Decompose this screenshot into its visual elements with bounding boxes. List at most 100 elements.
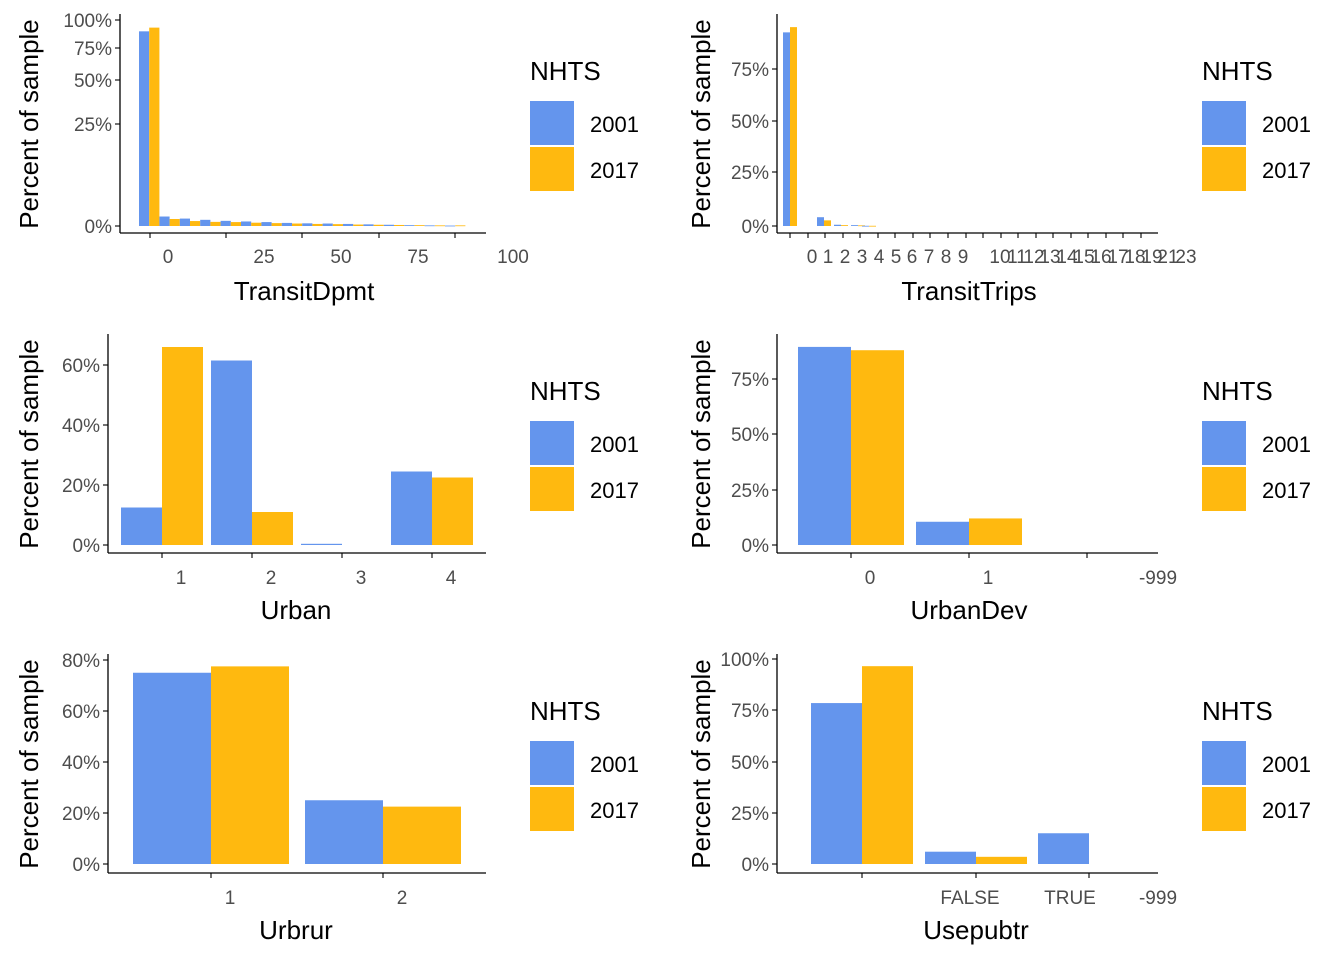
legend-label-2001: 2001 — [590, 752, 639, 777]
y-axis-title: Percent of sample — [14, 339, 44, 549]
x-tick-label: 2 — [840, 247, 851, 268]
x-tick-label: -999 — [1139, 568, 1177, 589]
bar-2017 — [149, 27, 160, 227]
bar-2017 — [869, 225, 876, 227]
bar-2017 — [414, 225, 425, 226]
legend-label-2017: 2017 — [1262, 798, 1311, 823]
bar-2017 — [969, 518, 1022, 545]
bar-2001 — [133, 672, 211, 864]
legend: NHTS 2001 2017 — [530, 56, 639, 191]
x-tick-label: 13 — [1039, 247, 1060, 268]
bar-2001 — [811, 703, 862, 864]
bar-2001 — [200, 219, 211, 226]
legend-label-2001: 2001 — [1262, 112, 1311, 137]
y-tick-label: 0% — [73, 536, 101, 557]
y-tick-label: 80% — [62, 651, 100, 672]
legend-label-2017: 2017 — [1262, 478, 1311, 503]
x-tick-label: 2 — [266, 568, 277, 589]
legend-label-2017: 2017 — [590, 158, 639, 183]
bar-2001 — [851, 225, 858, 226]
x-tick-label: 3 — [356, 568, 367, 589]
panel-urbrur: 0% 20% 40% 60% 80% Percent of sample Urbrur NHT… — [14, 651, 639, 945]
y-tick-label: 100% — [63, 11, 112, 32]
bar-2001 — [363, 224, 374, 226]
x-tick-label: 1 — [176, 568, 187, 589]
legend-label-2017: 2017 — [590, 478, 639, 503]
x-tick-label: -999 — [1139, 888, 1177, 909]
bar-2001 — [404, 225, 415, 226]
x-tick-label: 14 — [1056, 247, 1078, 268]
x-tick-label: 0 — [807, 247, 818, 268]
bar-2017 — [252, 512, 293, 545]
bar-2001 — [383, 224, 394, 226]
y-axis-title: Percent of sample — [14, 659, 44, 869]
x-tick-label: 9 — [958, 247, 969, 268]
y-tick-label: 50% — [731, 112, 769, 133]
y-tick-label: 50% — [731, 753, 769, 774]
bar-2017 — [292, 223, 303, 226]
y-tick-label: 40% — [62, 416, 100, 437]
y-tick-label: 0% — [85, 217, 113, 238]
y-tick-label: 20% — [62, 476, 100, 497]
x-tick-label: 10 — [989, 247, 1010, 268]
x-tick-label: 7 — [924, 247, 935, 268]
x-tick-label: TRUE — [1044, 888, 1096, 909]
bar-2001 — [301, 543, 342, 545]
x-tick-label: 0 — [865, 568, 876, 589]
bar-2017 — [373, 224, 384, 226]
bar-2001 — [159, 216, 170, 226]
bar-2001 — [817, 217, 824, 226]
legend-label-2017: 2017 — [590, 798, 639, 823]
bar-2001 — [305, 800, 383, 864]
y-tick-label: 75% — [731, 701, 769, 722]
y-tick-label: 0% — [742, 217, 770, 238]
legend-swatch-2001 — [530, 741, 574, 785]
x-tick-label: FALSE — [940, 888, 999, 909]
bar-2001 — [179, 218, 190, 226]
y-tick-label: 20% — [62, 804, 100, 825]
bar-2017 — [210, 221, 221, 226]
bar-2017 — [841, 225, 848, 226]
x-axis-title: Urban — [261, 595, 332, 625]
x-tick-label: 17 — [1107, 247, 1128, 268]
bar-2001 — [783, 32, 790, 226]
bar-2017 — [383, 806, 461, 864]
bar-2001 — [916, 521, 969, 545]
x-tick-label: 0 — [163, 247, 174, 268]
legend-label-2001: 2001 — [590, 432, 639, 457]
y-tick-label: 0% — [742, 536, 770, 557]
panel-urbandev: 0% 25% 50% 75% Percent of sample UrbanDev NHTS… — [686, 334, 1311, 625]
y-tick-label: 75% — [74, 39, 112, 60]
legend: NHTS 2001 2017 — [1202, 56, 1311, 191]
bar-2017 — [332, 224, 343, 226]
bar-2001 — [424, 225, 435, 227]
x-tick-label: 6 — [907, 247, 918, 268]
bar-2017 — [790, 27, 797, 227]
y-tick-label: 25% — [74, 115, 112, 136]
x-tick-label: 21 — [1157, 247, 1178, 268]
y-axis-title: Percent of sample — [14, 19, 44, 229]
bar-2017 — [353, 224, 364, 226]
x-tick-label: 16 — [1090, 247, 1111, 268]
bar-2017 — [169, 218, 180, 226]
legend-swatch-2001 — [1202, 101, 1246, 145]
y-tick-label: 60% — [62, 702, 100, 723]
legend-label-2001: 2001 — [1262, 752, 1311, 777]
legend-label-2001: 2001 — [590, 112, 639, 137]
legend-title: NHTS — [530, 696, 601, 726]
y-tick-label: 0% — [73, 855, 101, 876]
y-axis-title: Percent of sample — [686, 659, 716, 869]
legend-swatch-2017 — [1202, 147, 1246, 191]
x-axis-title: TransitDpmt — [234, 276, 375, 306]
x-tick-label: 100 — [497, 247, 529, 268]
bar-2001 — [1038, 833, 1089, 864]
y-tick-label: 25% — [731, 481, 769, 502]
bar-2001 — [798, 346, 851, 545]
legend-title: NHTS — [1202, 56, 1273, 86]
x-tick-label: 8 — [941, 247, 952, 268]
bar-2001 — [139, 31, 150, 226]
bar-2017 — [824, 220, 831, 226]
y-tick-label: 40% — [62, 753, 100, 774]
bar-2001 — [391, 471, 432, 545]
bar-2001 — [281, 222, 292, 226]
